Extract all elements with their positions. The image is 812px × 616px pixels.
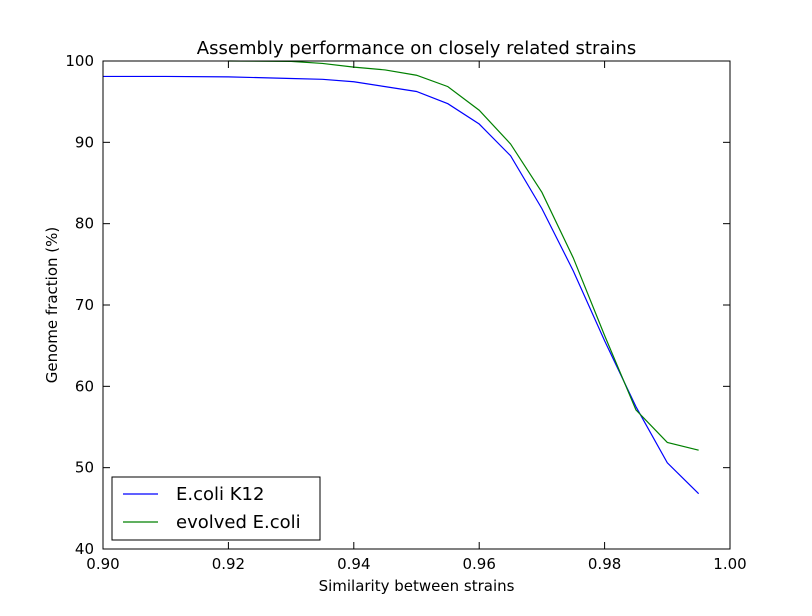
y-axis-label: Genome fraction (%) (43, 227, 61, 384)
x-tick-label: 1.00 (713, 555, 746, 573)
legend-label-ecoli-k12: E.coli K12 (176, 484, 264, 505)
y-tick-label: 90 (75, 133, 94, 151)
series-line-0 (103, 75, 700, 495)
legend-frame (111, 476, 321, 541)
y-tick-label: 60 (75, 377, 94, 395)
x-tick-label: 0.98 (588, 555, 621, 573)
tick-layer: 0.90 0.92 0.94 0.96 0.98 1.00 40 50 60 70 80 90 100 (65, 52, 746, 573)
y-tick-label: 40 (75, 540, 94, 558)
y-tick-label: 50 (75, 459, 94, 477)
legend: E.coli K12 evolved E.coli (111, 476, 321, 541)
legend-label-evolved-ecoli: evolved E.coli (176, 512, 301, 533)
series-layer (103, 60, 700, 495)
x-tick-label: 0.96 (462, 555, 495, 573)
x-tick-label: 0.90 (86, 555, 119, 573)
plot-area: 0.90 0.92 0.94 0.96 0.98 1.00 40 50 60 70 80 90 100 (65, 52, 746, 573)
y-tick-label: 80 (75, 215, 94, 233)
series-line-1 (228, 60, 699, 451)
x-tick-label: 0.94 (337, 555, 370, 573)
y-tick-label: 70 (75, 296, 94, 314)
y-tick-label: 100 (65, 52, 94, 70)
x-tick-label: 0.92 (212, 555, 245, 573)
chart-title: Assembly performance on closely related … (197, 38, 636, 59)
plot-background (103, 61, 730, 549)
x-axis-label: Similarity between strains (319, 577, 515, 595)
